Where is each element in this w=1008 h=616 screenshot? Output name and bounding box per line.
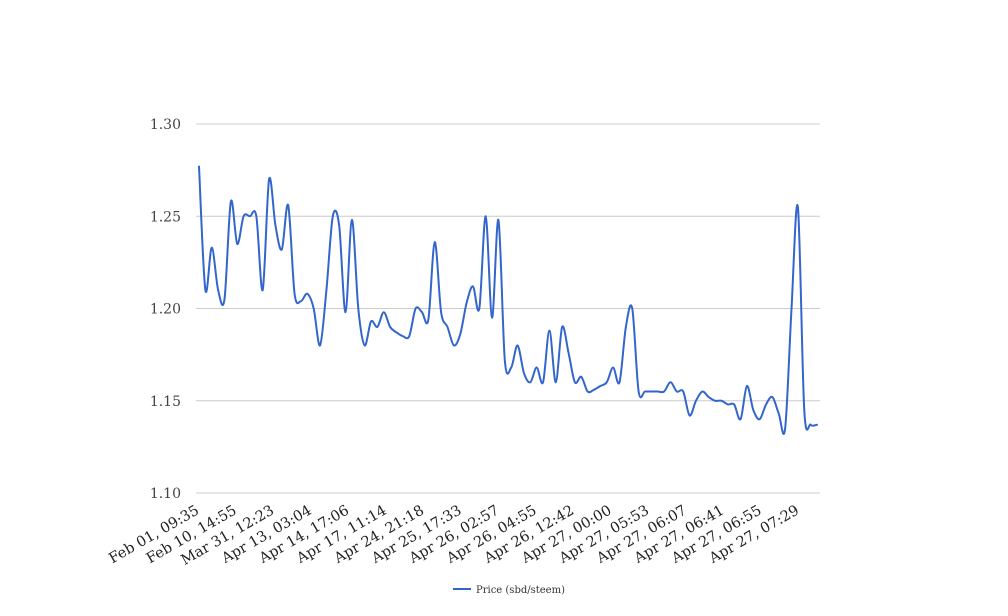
legend[interactable]: Price (sbd/steem) [453, 585, 565, 596]
y-tick-label: 1.10 [150, 486, 181, 502]
series-line-price [198, 165, 818, 435]
legend-label: Price (sbd/steem) [476, 585, 565, 596]
y-tick-label: 1.15 [150, 394, 181, 410]
y-tick-label: 1.20 [150, 302, 181, 318]
series-lines [198, 165, 818, 435]
y-tick-label: 1.25 [150, 209, 181, 225]
y-tick-label: 1.30 [150, 117, 181, 133]
y-axis-tick-labels: 1.30 1.25 1.20 1.15 1.10 [150, 117, 181, 502]
gridlines [196, 123, 820, 494]
